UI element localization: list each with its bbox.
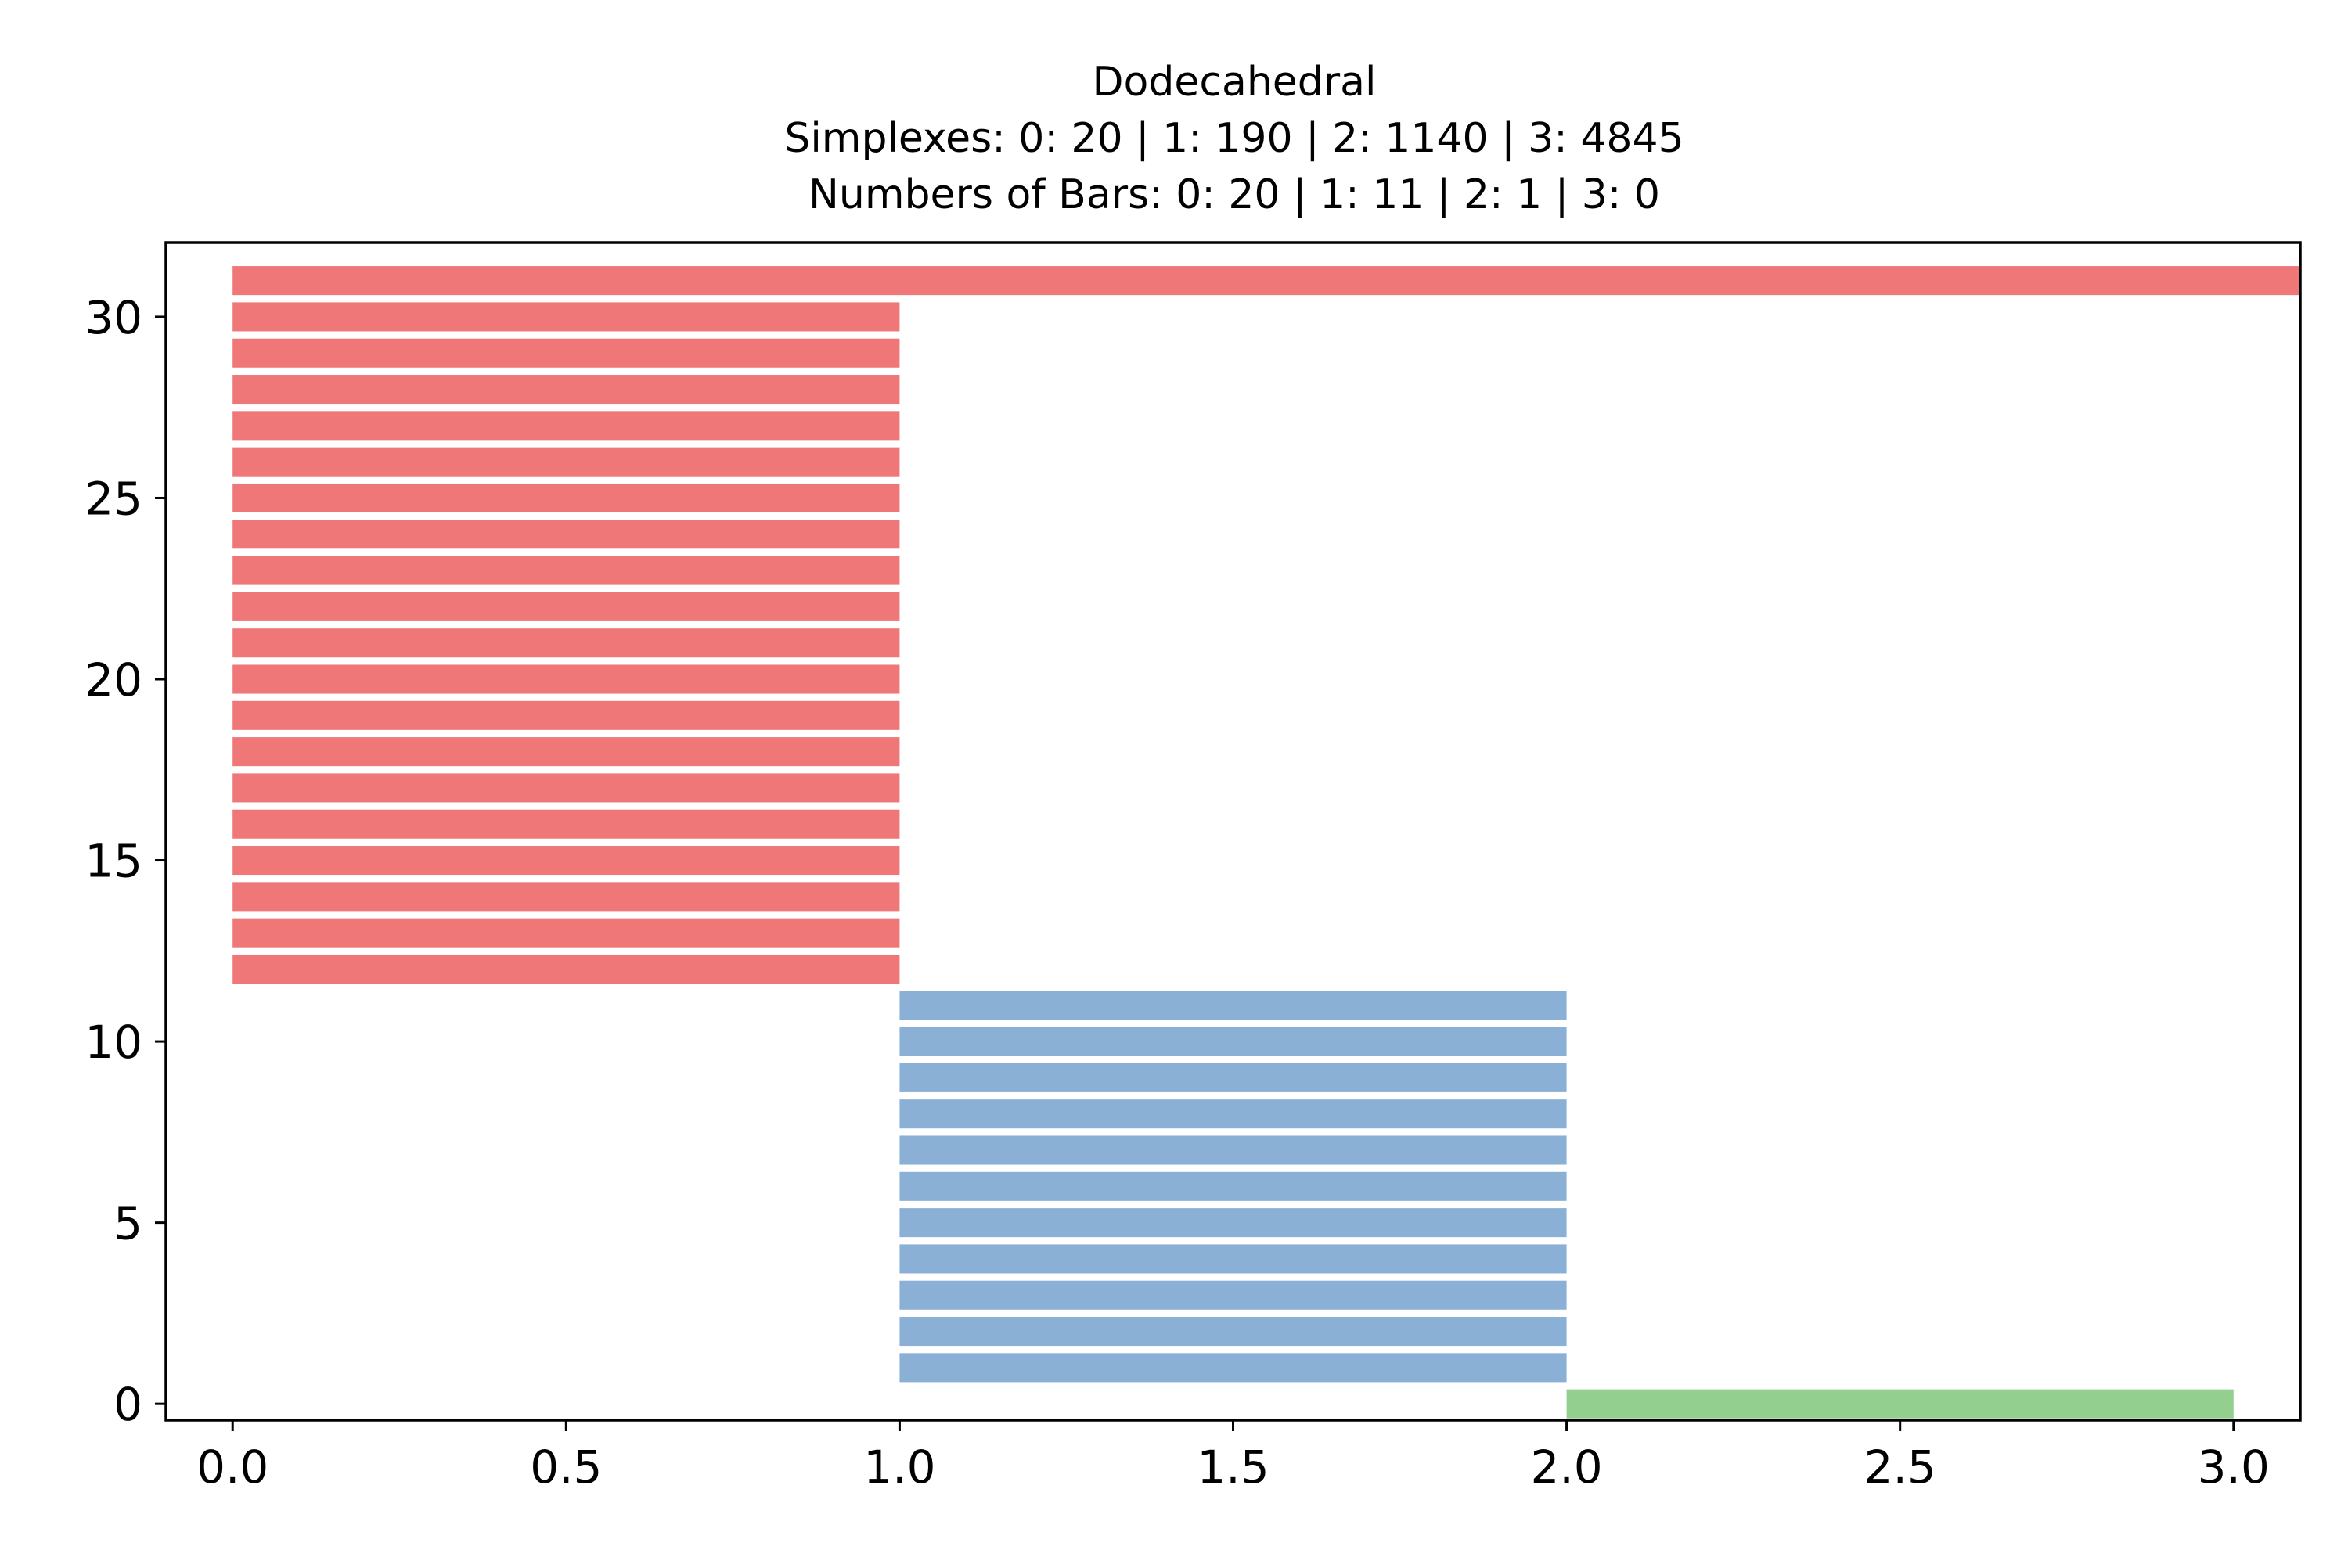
- plot-area: 0.0 0.5 1.0 1.5 2.0 2.5 3.0 0 5 10 15 20 25 30: [85, 241, 2302, 1494]
- bar-dim0-14: [232, 773, 900, 803]
- y-tick-label: 20: [85, 653, 142, 707]
- plot-frame: [164, 241, 2302, 1422]
- bar-dim0-12: [232, 700, 900, 730]
- bar-dim1-7: [899, 1244, 1567, 1274]
- chart-title: Dodecahedral: [1093, 59, 1377, 106]
- x-tick-label: 3.0: [2198, 1440, 2270, 1494]
- bar-dim0-19: [232, 954, 900, 984]
- bar-dim0-11: [232, 664, 900, 694]
- bar-dim0-17: [232, 882, 900, 912]
- bar-dim0-2: [232, 338, 900, 368]
- x-axis: 0.0 0.5 1.0 1.5 2.0 2.5 3.0: [196, 1420, 2270, 1494]
- bar-dim1-3: [899, 1099, 1567, 1129]
- bar-dim0-18: [232, 918, 900, 948]
- bar-dim1-4: [899, 1135, 1567, 1165]
- bar-dim0-10: [232, 628, 900, 658]
- bar-dim0-8: [232, 556, 900, 585]
- bar-dim0-16: [232, 846, 900, 876]
- x-tick-label: 1.0: [863, 1440, 935, 1494]
- chart-subtitle-bar-counts: Numbers of Bars: 0: 20 | 1: 11 | 2: 1 | …: [808, 171, 1660, 218]
- bar-dim0-9: [232, 592, 900, 621]
- bar-dim0-15: [232, 809, 900, 839]
- y-axis: 0 5 10 15 20 25 30: [85, 291, 166, 1431]
- y-tick-label: 25: [85, 472, 142, 525]
- bar-dim0-13: [232, 737, 900, 767]
- x-tick-label: 2.5: [1864, 1440, 1936, 1494]
- y-tick-label: 0: [113, 1378, 142, 1431]
- bar-dim1-9: [899, 1317, 1567, 1347]
- bar-dim0-6: [232, 483, 900, 512]
- bar-dim0-4: [232, 411, 900, 441]
- bar-dim1-6: [899, 1208, 1567, 1238]
- y-tick-label: 15: [85, 835, 142, 888]
- chart-subtitle-simplexes: Simplexes: 0: 20 | 1: 190 | 2: 1140 | 3:…: [784, 115, 1684, 162]
- y-tick-label: 10: [85, 1016, 142, 1069]
- bar-dim1-10: [899, 1353, 1567, 1383]
- x-tick-label: 0.5: [530, 1440, 602, 1494]
- bar-dim1-0: [899, 991, 1567, 1020]
- bar-dim1-1: [899, 1027, 1567, 1056]
- bars-layer: [232, 266, 2300, 1419]
- bar-dim0-5: [232, 447, 900, 477]
- bar-dim1-5: [899, 1171, 1567, 1201]
- y-tick-label: 5: [113, 1197, 142, 1250]
- x-tick-label: 2.0: [1530, 1440, 1602, 1494]
- x-tick-label: 1.5: [1197, 1440, 1269, 1494]
- bar-dim0-7: [232, 520, 900, 549]
- y-tick-label: 30: [85, 291, 142, 344]
- bar-dim1-8: [899, 1280, 1567, 1310]
- bar-dim0-0: [232, 266, 2300, 296]
- bar-dim0-1: [232, 302, 900, 332]
- bar-dim2-0: [1566, 1389, 2234, 1419]
- bar-dim0-3: [232, 375, 900, 405]
- bar-dim1-2: [899, 1063, 1567, 1092]
- x-tick-label: 0.0: [196, 1440, 268, 1494]
